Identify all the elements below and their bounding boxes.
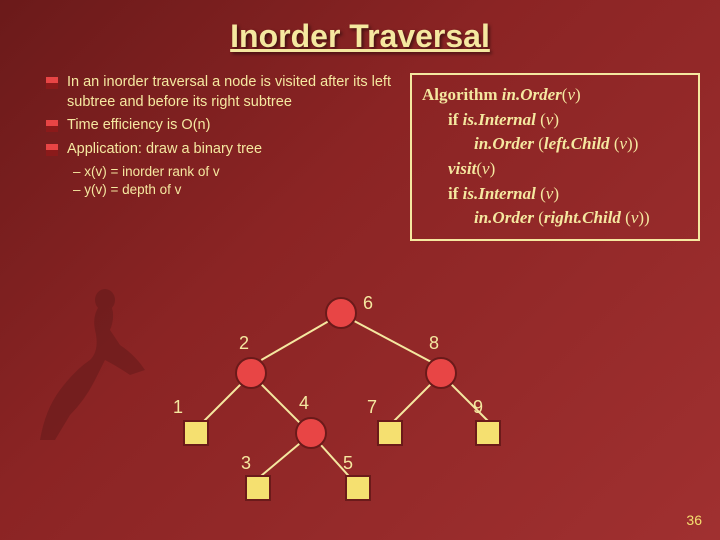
tree-node-circle (425, 357, 457, 389)
tree-node-circle (325, 297, 357, 329)
bullet-icon (45, 76, 59, 90)
tree-node-label: 7 (367, 397, 377, 418)
sub-bullet: – y(v) = depth of v (73, 181, 398, 199)
bullet-text: Time efficiency is O(n) (67, 116, 210, 136)
algo-line: if is.Internal (v) (422, 108, 688, 133)
algorithm-box: Algorithm in.Order(v) if is.Internal (v)… (410, 73, 700, 241)
bullet-icon (45, 119, 59, 133)
tree-node-circle (235, 357, 267, 389)
algo-line: if is.Internal (v) (422, 182, 688, 207)
tree-node-label: 4 (299, 393, 309, 414)
tree-node-square (183, 420, 209, 446)
sub-bullet: – x(v) = inorder rank of v (73, 163, 398, 181)
page-number: 36 (686, 512, 702, 528)
bullet-column: In an inorder traversal a node is visite… (45, 73, 398, 241)
tree-node-square (345, 475, 371, 501)
algo-line: Algorithm in.Order(v) (422, 83, 688, 108)
algo-line: in.Order (left.Child (v)) (422, 132, 688, 157)
slide-title: Inorder Traversal (0, 0, 720, 55)
tree-node-square (377, 420, 403, 446)
content-area: In an inorder traversal a node is visite… (0, 55, 720, 241)
bullet-text: In an inorder traversal a node is visite… (67, 73, 398, 112)
tree-edge (341, 313, 439, 366)
tree-node-circle (295, 417, 327, 449)
bullet-item: Application: draw a binary tree (45, 140, 398, 160)
tree-node-square (245, 475, 271, 501)
algo-line: in.Order (right.Child (v)) (422, 206, 688, 231)
bullet-item: Time efficiency is O(n) (45, 116, 398, 136)
algo-line: visit(v) (422, 157, 688, 182)
tree-node-label: 3 (241, 453, 251, 474)
tree-node-label: 5 (343, 453, 353, 474)
tree-node-square (475, 420, 501, 446)
binary-tree: 628147935 (145, 275, 565, 505)
tree-node-label: 9 (473, 397, 483, 418)
tree-node-label: 2 (239, 333, 249, 354)
tree-node-label: 1 (173, 397, 183, 418)
bullet-text: Application: draw a binary tree (67, 140, 262, 160)
bullet-icon (45, 143, 59, 157)
tree-node-label: 6 (363, 293, 373, 314)
bullet-item: In an inorder traversal a node is visite… (45, 73, 398, 112)
tree-node-label: 8 (429, 333, 439, 354)
